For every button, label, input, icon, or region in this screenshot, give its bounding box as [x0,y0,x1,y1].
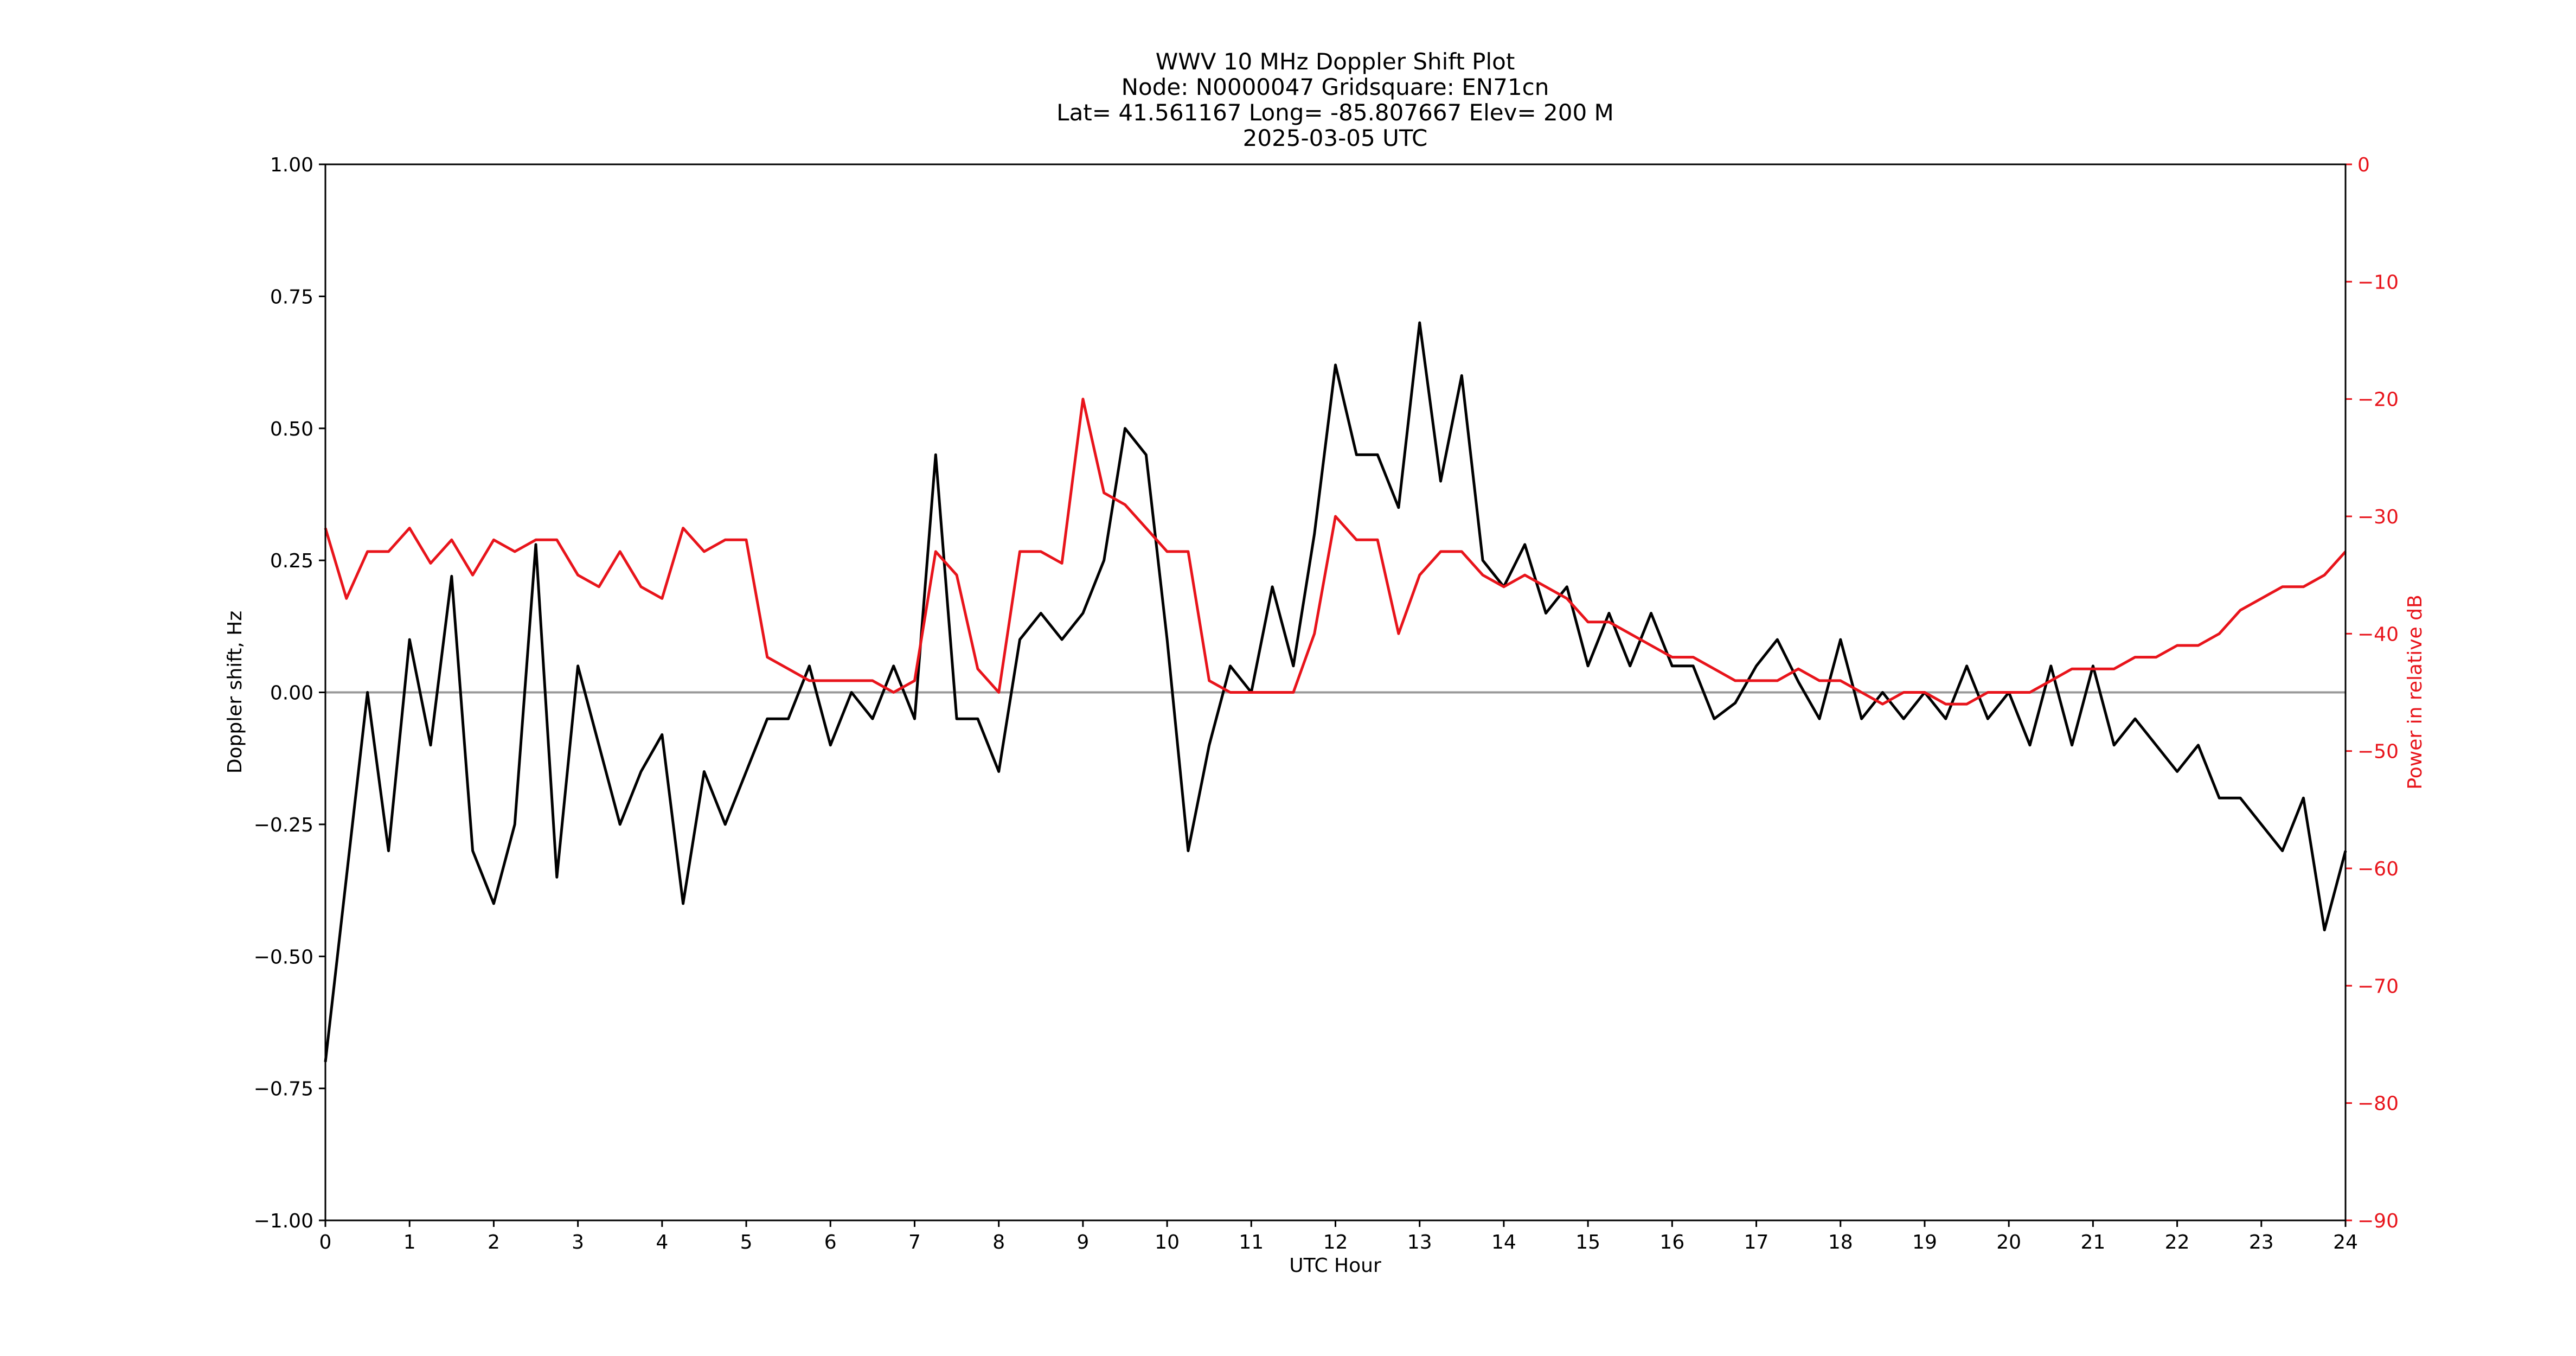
x-tick-label: 17 [1744,1231,1769,1253]
y-axis-label: Doppler shift, Hz [224,611,246,773]
x-tick-label: 14 [1491,1231,1516,1253]
x-tick-label: 24 [2333,1231,2358,1253]
y-tick-label: 0.00 [270,682,313,705]
x-tick-label: 3 [572,1231,584,1253]
x-tick-label: 2 [488,1231,500,1253]
x-tick-label: 6 [824,1231,837,1253]
y-tick-label: 1.00 [270,154,313,176]
x-tick-label: 7 [908,1231,921,1253]
x-tick-label: 23 [2249,1231,2274,1253]
x-tick-label: 13 [1407,1231,1432,1253]
x-tick-label: 5 [740,1231,753,1253]
y-tick-label: −0.25 [254,814,313,836]
chart-subtitle: Node: N0000047 Gridsquare: EN71cn [1122,74,1549,100]
x-tick-label: 22 [2165,1231,2190,1253]
x-tick-label: 20 [1996,1231,2021,1253]
x-axis-label: UTC Hour [1289,1255,1381,1277]
y2-tick-label: −90 [2357,1210,2399,1232]
plot-frame [324,163,2347,1221]
x-tick-label: 11 [1239,1231,1264,1253]
y2-tick-label: −40 [2357,623,2399,645]
y2-tick-label: −60 [2357,858,2399,880]
y2-axis-label: Power in relative dB [2404,594,2426,789]
chart-subtitle: 2025-03-05 UTC [1243,125,1428,151]
y2-tick-label: −70 [2357,975,2399,997]
y-tick-label: −0.75 [254,1078,313,1101]
x-tick-label: 16 [1659,1231,1684,1253]
y2-tick-label: −80 [2357,1093,2399,1115]
x-tick-label: 0 [319,1231,332,1253]
y2-tick-label: −50 [2357,741,2399,763]
y-tick-label: 0.25 [270,550,313,572]
series-line [324,398,2347,706]
x-tick-label: 18 [1828,1231,1853,1253]
y-tick-label: −1.00 [254,1210,313,1232]
x-tick-label: 4 [656,1231,668,1253]
x-tick-label: 9 [1076,1231,1089,1253]
x-tick-label: 15 [1575,1231,1600,1253]
y2-tick-label: 0 [2357,154,2370,176]
chart-subtitle: Lat= 41.561167 Long= -85.807667 Elev= 20… [1056,99,1614,126]
y2-tick-label: −10 [2357,271,2399,293]
y-tick-label: −0.50 [254,946,313,968]
y-tick-label: 0.50 [270,418,313,440]
x-tick-label: 8 [992,1231,1005,1253]
x-tick-label: 10 [1155,1231,1180,1253]
y2-tick-label: −20 [2357,389,2399,411]
x-tick-label: 1 [403,1231,416,1253]
y2-tick-label: −30 [2357,506,2399,528]
y-tick-label: 0.75 [270,286,313,308]
x-tick-label: 12 [1323,1231,1348,1253]
chart-title: WWV 10 MHz Doppler Shift Plot [1156,48,1515,75]
x-tick-label: 19 [1912,1231,1937,1253]
x-tick-label: 21 [2080,1231,2105,1253]
